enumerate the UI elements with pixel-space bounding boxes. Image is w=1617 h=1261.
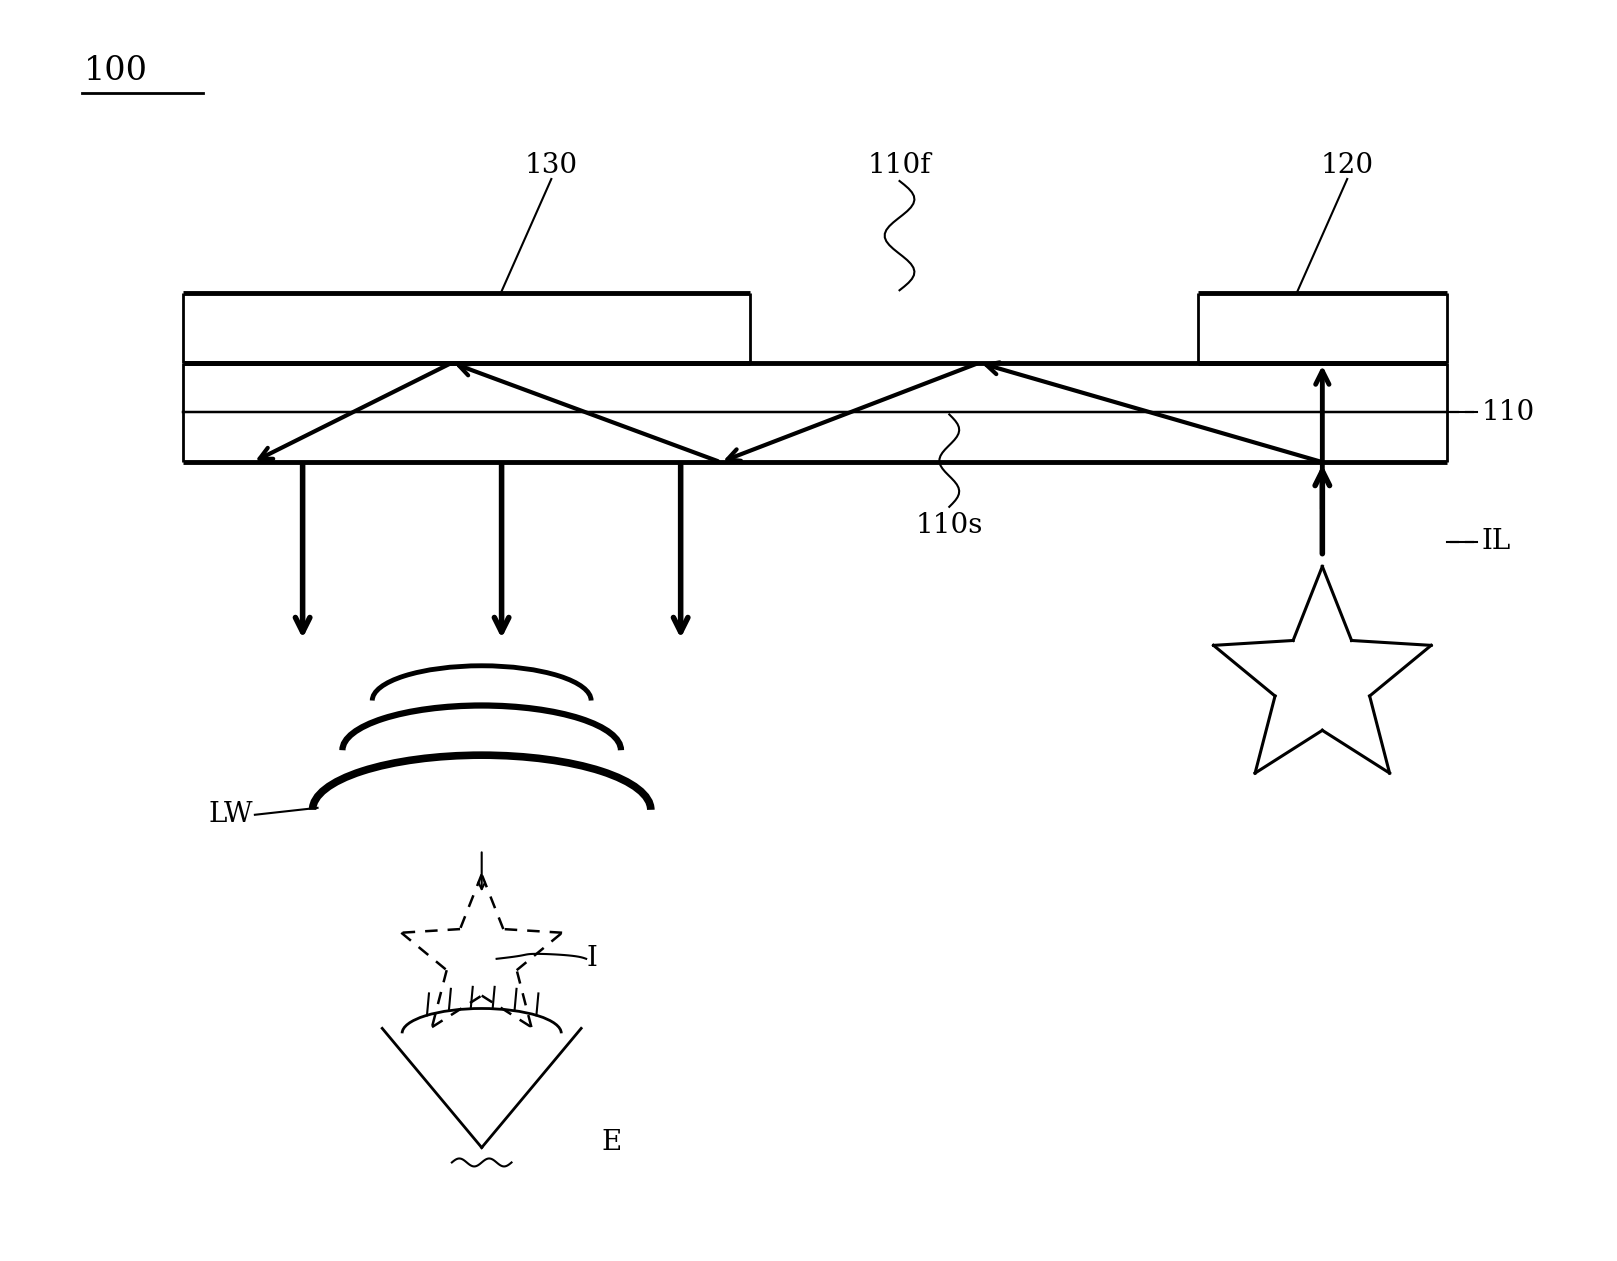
Text: 110: 110 — [1481, 398, 1535, 426]
Text: 110s: 110s — [915, 512, 983, 538]
Text: 110f: 110f — [868, 153, 931, 179]
Text: LW: LW — [209, 801, 252, 828]
Text: E: E — [602, 1129, 621, 1156]
Text: 100: 100 — [84, 54, 147, 87]
Text: 120: 120 — [1321, 153, 1374, 179]
Text: IL: IL — [1481, 528, 1510, 555]
Text: I: I — [585, 946, 597, 972]
Text: 130: 130 — [526, 153, 577, 179]
